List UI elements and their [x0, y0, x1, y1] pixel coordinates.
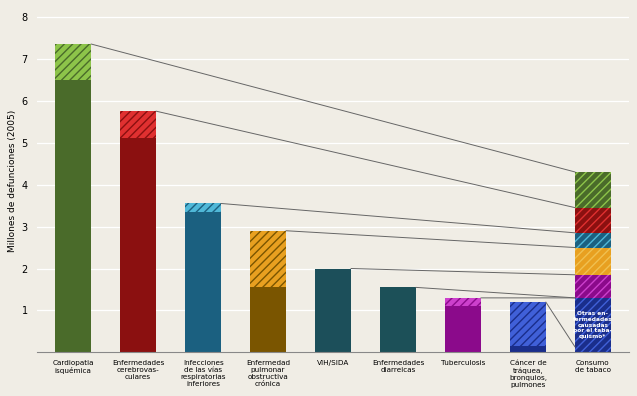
Bar [575, 172, 611, 208]
Y-axis label: Millones de defunciones (2005): Millones de defunciones (2005) [8, 109, 17, 251]
Bar [575, 233, 611, 248]
Bar [120, 111, 156, 139]
Bar [575, 298, 611, 352]
Bar [575, 248, 611, 275]
Bar [575, 248, 611, 275]
Bar [575, 208, 611, 233]
Bar [380, 287, 416, 352]
Bar [575, 233, 611, 248]
Bar [185, 212, 221, 352]
Bar [445, 298, 481, 306]
Bar [510, 302, 546, 346]
Bar [250, 287, 286, 352]
Bar [575, 172, 611, 208]
Bar [120, 111, 156, 139]
Bar [575, 208, 611, 233]
Bar [185, 204, 221, 212]
Bar [575, 298, 611, 352]
Bar [315, 268, 351, 352]
Bar [55, 80, 91, 352]
Bar [445, 298, 481, 306]
Bar [55, 44, 91, 80]
Bar [120, 139, 156, 352]
Bar [185, 204, 221, 212]
Bar [55, 44, 91, 80]
Bar [250, 231, 286, 287]
Bar [575, 275, 611, 298]
Bar [575, 275, 611, 298]
Bar [510, 346, 546, 352]
Bar [445, 306, 481, 352]
Bar [250, 231, 286, 287]
Text: Otras en-
fermedades
causadas
por el taba-
quismo*: Otras en- fermedades causadas por el tab… [573, 311, 613, 339]
Bar [510, 302, 546, 346]
